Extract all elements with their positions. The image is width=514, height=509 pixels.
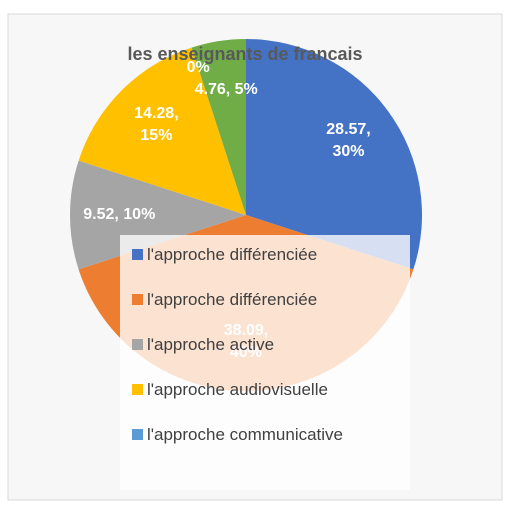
legend-label: l'approche audiovisuelle <box>147 380 328 399</box>
legend-item: l'approche active <box>132 335 274 355</box>
pie-slice <box>246 39 422 270</box>
data-label: 9.52, 10% <box>83 205 156 223</box>
legend-swatch <box>132 339 143 350</box>
legend-swatch <box>132 429 143 440</box>
chart-title: les enseignants de francais <box>127 44 363 64</box>
pie-slice <box>70 160 246 270</box>
pie-slice <box>191 39 246 215</box>
data-label: 28.57, 30% <box>326 120 371 160</box>
legend-label: l'approche active <box>147 335 275 354</box>
legend-item: l'approche différenciée <box>132 290 317 310</box>
legend-label: l'approche différenciée <box>147 290 318 309</box>
legend-label: l'approche communicative <box>147 425 344 444</box>
legend-item: l'approche audiovisuelle <box>132 380 328 400</box>
data-label: 0% <box>186 58 210 76</box>
legend: l'approche différenciée l'approche différ… <box>120 235 410 490</box>
legend-item: l'approche communicative <box>132 425 343 445</box>
legend-item: l'approche différenciée <box>132 245 317 265</box>
legend-label: l'approche différenciée <box>147 245 318 264</box>
legend-swatch <box>132 249 143 260</box>
data-label: 4.76, 5% <box>194 80 258 98</box>
legend-swatch <box>132 294 143 305</box>
data-label: 14.28, 15% <box>134 105 179 145</box>
pie-slice <box>78 47 246 215</box>
legend-swatch <box>132 384 143 395</box>
